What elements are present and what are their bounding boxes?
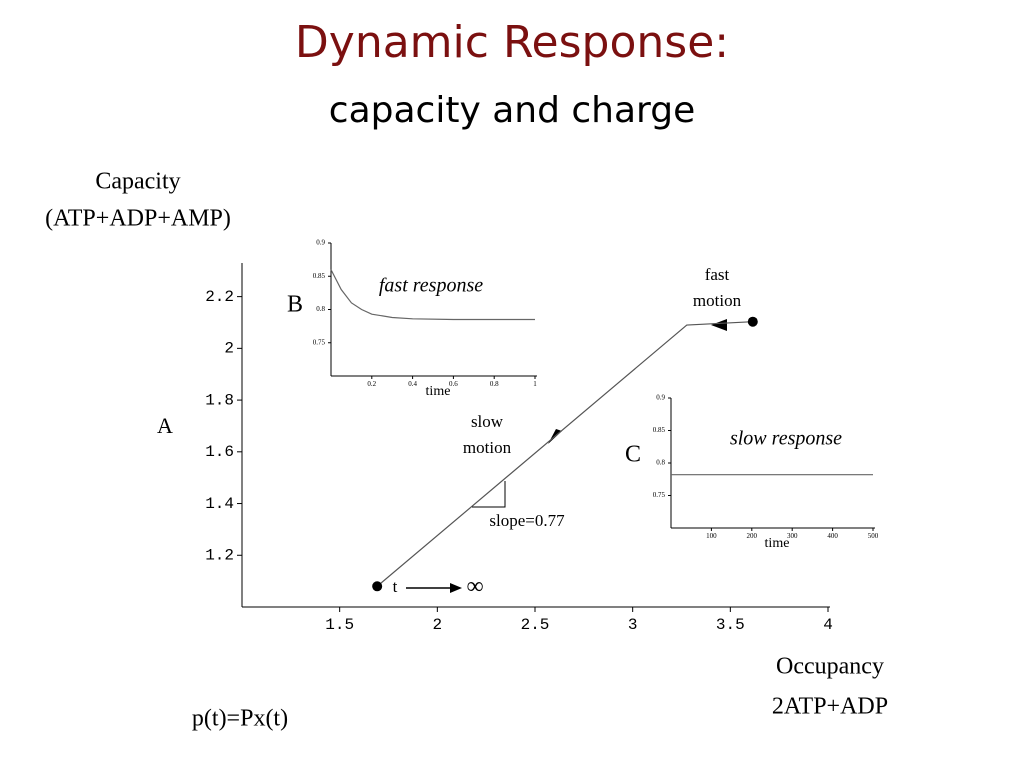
- y-tick-label: 2: [224, 340, 234, 358]
- formula: p(t)=Px(t): [192, 706, 288, 732]
- x-tick-label: 2.5: [521, 616, 550, 634]
- x-tick-label: 100: [706, 532, 717, 540]
- y-axis-label: (ATP+ADP+AMP): [45, 206, 231, 232]
- y-tick-label: 0.75: [653, 491, 666, 499]
- y-tick-label: 1.6: [205, 443, 234, 461]
- arrow-head: [450, 583, 462, 593]
- x-tick-label: 500: [868, 532, 879, 540]
- x-tick-label: 1.5: [325, 616, 354, 634]
- y-tick-label: 0.75: [313, 338, 326, 346]
- data-line: [330, 269, 535, 321]
- x-tick-label: 400: [827, 532, 838, 540]
- x-tick-label: 3: [628, 616, 638, 634]
- x-tick-label: 0.4: [408, 380, 417, 388]
- end-point: [747, 316, 758, 327]
- y-tick-label: 1.2: [205, 546, 234, 564]
- slide-subtitle: capacity and charge: [329, 90, 695, 131]
- y-axis-label: Capacity: [95, 169, 180, 195]
- x-axis-label: 2ATP+ADP: [772, 694, 888, 720]
- y-tick-label: 1.4: [205, 495, 234, 513]
- end-point: [372, 581, 383, 592]
- y-tick-label: 0.8: [316, 305, 325, 313]
- x-tick-label: 3.5: [716, 616, 745, 634]
- inset-title: slow response: [730, 428, 842, 450]
- y-tick-label: 0.85: [653, 426, 666, 434]
- x-axis-label: time: [426, 384, 451, 399]
- x-tick-label: 300: [787, 532, 798, 540]
- x-tick-label: 2: [433, 616, 443, 634]
- y-tick-label: 1.8: [205, 391, 234, 409]
- slope-triangle: [472, 481, 506, 508]
- x-tick-label: 0.6: [449, 380, 458, 388]
- inset-label: C: [625, 442, 641, 468]
- x-tick-label: 0.8: [490, 380, 499, 388]
- y-tick-label: 0.85: [313, 272, 326, 280]
- x-axis-label: time: [765, 536, 790, 551]
- x-tick-label: 4: [823, 616, 833, 634]
- annotation: A: [157, 413, 173, 438]
- x-tick-label: 0.2: [367, 380, 376, 388]
- annotation: slope=0.77: [489, 511, 565, 530]
- x-axis-label: Occupancy: [776, 654, 884, 680]
- x-tick-label: 200: [747, 532, 758, 540]
- inset-label: B: [287, 292, 303, 318]
- y-tick-label: 0.9: [656, 394, 665, 402]
- annotation: fast: [705, 265, 730, 284]
- annotation: motion: [463, 438, 512, 457]
- y-tick-label: 0.9: [316, 239, 325, 247]
- annotation: slow: [471, 412, 504, 431]
- inset-title: fast response: [379, 275, 483, 297]
- arrow-head: [711, 319, 727, 331]
- data-line: [376, 321, 753, 587]
- annotation: t: [393, 577, 398, 596]
- slide-title: Dynamic Response:: [295, 17, 729, 68]
- x-tick-label: 1: [533, 380, 537, 388]
- annotation: motion: [693, 291, 742, 310]
- annotation: ∞: [466, 574, 483, 600]
- y-tick-label: 0.8: [656, 459, 665, 467]
- y-tick-label: 2.2: [205, 288, 234, 306]
